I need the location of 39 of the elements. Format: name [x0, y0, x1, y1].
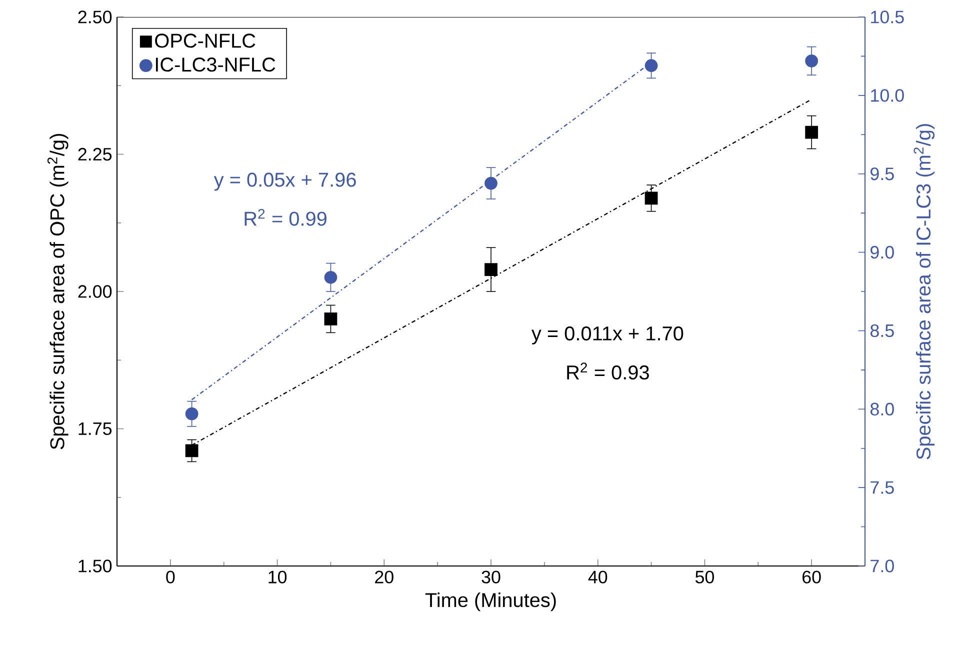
annotation: y = 0.05x + 7.96: [214, 172, 356, 191]
point: [644, 59, 658, 72]
y2-tick-label: 7.0: [870, 560, 894, 572]
legend-label: IC-LC3-NFLC: [156, 58, 276, 72]
y2-tick-label: 10.0: [871, 89, 904, 102]
y-tick-label: 1.50: [78, 560, 112, 572]
y2-tick-label: 8.0: [870, 402, 894, 416]
point: [484, 263, 498, 276]
annotation: R$^{2}$ = 0.93: [567, 362, 649, 380]
x-tick-label: 30: [482, 570, 500, 584]
point: [324, 312, 338, 326]
x-tick-label: 40: [588, 570, 608, 584]
x-tick-label: 10: [268, 570, 287, 584]
x-tick-label: 50: [695, 570, 714, 584]
y-tick-label: 1.75: [78, 422, 112, 435]
legend-label: OPC-NFLC: [155, 34, 256, 48]
annotation: R$^{2}$ = 0.99: [244, 208, 326, 226]
y2-tick-label: 7.5: [870, 481, 894, 494]
annotation: y = 0.011x + 1.70: [531, 326, 684, 344]
y2-axis-title: Specific surface area of IC-LC3 (m$^{2}$/g): [914, 124, 935, 460]
point: [805, 54, 818, 68]
x-axis-title: Time (Minutes): [425, 592, 556, 612]
y2-tick-label: 9.0: [870, 246, 894, 259]
point: [185, 444, 198, 458]
x-tick-label: 60: [802, 570, 821, 584]
point: [484, 176, 498, 190]
x-tick-label: 0: [166, 570, 175, 584]
y-tick-label: 2.00: [78, 285, 112, 298]
y2-tick-label: 10.5: [871, 10, 904, 24]
y2-tick-label: 8.5: [870, 324, 894, 338]
point: [644, 192, 658, 205]
y-axis-title: Specific surface area of OPC (m$^{2}$/g): [47, 134, 68, 450]
y2-tick-label: 9.5: [870, 168, 894, 180]
point: [805, 126, 818, 139]
x-tick-label: 20: [375, 570, 394, 584]
point: [324, 270, 338, 284]
y-tick-label: 2.25: [78, 148, 112, 161]
y-tick-label: 2.50: [78, 10, 112, 24]
point: [185, 407, 198, 420]
